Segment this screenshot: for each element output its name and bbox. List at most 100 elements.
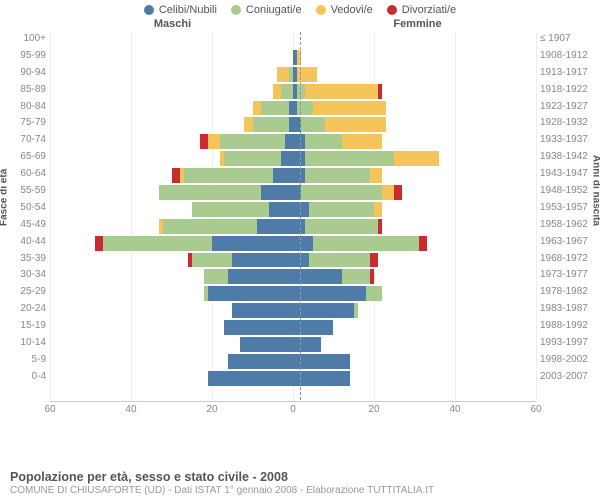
cohort-label: 1973-1977 xyxy=(540,269,596,280)
bar-male xyxy=(50,185,293,200)
cohort-label: 1933-1937 xyxy=(540,134,596,145)
segment-celibi xyxy=(208,371,293,386)
age-row: 0-42003-2007 xyxy=(50,370,536,387)
bar-male xyxy=(50,117,293,132)
cohort-label: 1913-1917 xyxy=(540,67,596,78)
segment-divorziati xyxy=(200,134,208,149)
segment-coniugati xyxy=(297,84,305,99)
segment-divorziati xyxy=(370,269,374,284)
pyramid-chart: Fasce di età Anni di nascita 100+≤ 19079… xyxy=(0,32,600,420)
bar-female xyxy=(293,33,536,48)
segment-vedovi xyxy=(253,101,261,116)
age-row: 55-591948-1952 xyxy=(50,184,536,201)
cohort-label: 1998-2002 xyxy=(540,354,596,365)
age-label: 80-84 xyxy=(8,101,46,112)
bar-female xyxy=(293,286,536,301)
bar-male xyxy=(50,101,293,116)
legend-label: Vedovi/e xyxy=(331,4,373,16)
segment-celibi xyxy=(281,151,293,166)
age-label: 90-94 xyxy=(8,67,46,78)
bar-male xyxy=(50,151,293,166)
cohort-label: 1918-1922 xyxy=(540,84,596,95)
segment-coniugati xyxy=(301,185,382,200)
segment-vedovi xyxy=(325,117,386,132)
bar-male xyxy=(50,168,293,183)
bar-female xyxy=(293,117,536,132)
bar-female xyxy=(293,101,536,116)
bar-female xyxy=(293,50,536,65)
age-label: 35-39 xyxy=(8,253,46,264)
age-label: 100+ xyxy=(8,33,46,44)
legend-item-divorziati: Divorziati/e xyxy=(387,4,456,16)
bar-male xyxy=(50,134,293,149)
age-label: 85-89 xyxy=(8,84,46,95)
cohort-label: 1958-1962 xyxy=(540,219,596,230)
segment-coniugati xyxy=(305,151,394,166)
cohort-label: 2003-2007 xyxy=(540,371,596,382)
bar-female xyxy=(293,269,536,284)
bar-male xyxy=(50,269,293,284)
segment-celibi xyxy=(232,253,293,268)
bar-male xyxy=(50,202,293,217)
swatch-vedovi xyxy=(316,5,326,15)
segment-celibi xyxy=(228,269,293,284)
x-tick: 0 xyxy=(290,404,296,415)
age-row: 85-891918-1922 xyxy=(50,83,536,100)
segment-vedovi xyxy=(370,168,382,183)
x-tick: 60 xyxy=(530,404,541,415)
segment-coniugati xyxy=(309,202,374,217)
bar-female xyxy=(293,168,536,183)
cohort-label: 1943-1947 xyxy=(540,168,596,179)
cohort-label: ≤ 1907 xyxy=(540,33,596,44)
bar-male xyxy=(50,371,293,386)
segment-vedovi xyxy=(374,202,382,217)
age-label: 5-9 xyxy=(8,354,46,365)
segment-coniugati xyxy=(305,134,341,149)
segment-celibi xyxy=(293,202,309,217)
segment-coniugati xyxy=(103,236,212,251)
age-label: 15-19 xyxy=(8,320,46,331)
segment-coniugati xyxy=(220,134,285,149)
segment-coniugati xyxy=(313,236,418,251)
segment-coniugati xyxy=(204,269,228,284)
segment-coniugati xyxy=(366,286,382,301)
segment-celibi xyxy=(293,371,350,386)
bar-female xyxy=(293,151,536,166)
legend-label: Divorziati/e xyxy=(402,4,456,16)
bar-male xyxy=(50,320,293,335)
bar-female xyxy=(293,371,536,386)
segment-coniugati xyxy=(163,219,256,234)
age-label: 60-64 xyxy=(8,168,46,179)
bar-female xyxy=(293,84,536,99)
header-female: Femmine xyxy=(295,18,600,30)
segment-divorziati xyxy=(394,185,402,200)
legend-item-coniugati: Coniugati/e xyxy=(231,4,302,16)
bar-male xyxy=(50,50,293,65)
age-label: 30-34 xyxy=(8,269,46,280)
segment-coniugati xyxy=(305,168,370,183)
segment-coniugati xyxy=(192,253,232,268)
segment-divorziati xyxy=(172,168,180,183)
segment-coniugati xyxy=(261,101,289,116)
age-label: 40-44 xyxy=(8,236,46,247)
gridline xyxy=(536,32,537,400)
x-tick: 20 xyxy=(206,404,217,415)
segment-celibi xyxy=(212,236,293,251)
segment-divorziati xyxy=(370,253,378,268)
swatch-celibi xyxy=(144,5,154,15)
segment-celibi xyxy=(257,219,293,234)
segment-divorziati xyxy=(95,236,103,251)
age-label: 55-59 xyxy=(8,185,46,196)
pyramid-rows: 100+≤ 190795-991908-191290-941913-191785… xyxy=(50,32,536,400)
bar-male xyxy=(50,337,293,352)
bar-female xyxy=(293,185,536,200)
age-row: 35-391968-1972 xyxy=(50,252,536,269)
bar-female xyxy=(293,253,536,268)
segment-celibi xyxy=(232,303,293,318)
bar-female xyxy=(293,202,536,217)
age-row: 30-341973-1977 xyxy=(50,268,536,285)
age-label: 10-14 xyxy=(8,337,46,348)
swatch-coniugati xyxy=(231,5,241,15)
age-row: 15-191988-1992 xyxy=(50,319,536,336)
footer: Popolazione per età, sesso e stato civil… xyxy=(10,470,434,496)
